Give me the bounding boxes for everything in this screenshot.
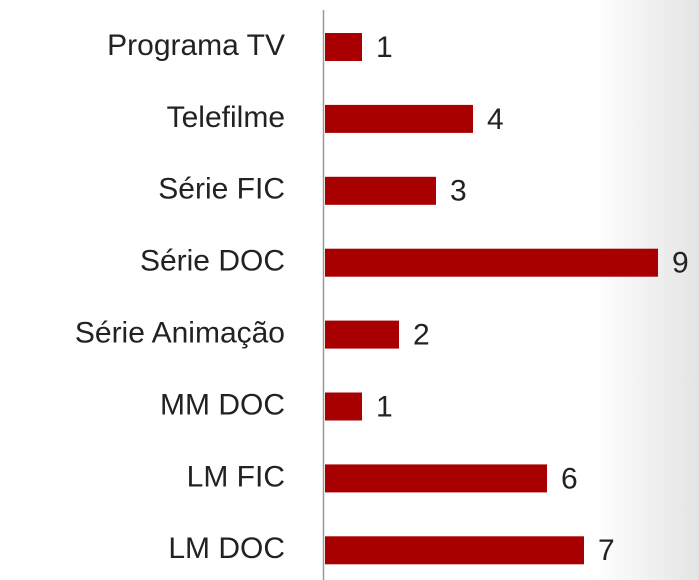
- y-tick-label: Série DOC: [140, 245, 285, 278]
- value-label: 1: [376, 31, 393, 64]
- value-label: 9: [672, 247, 689, 280]
- value-label: 3: [450, 175, 467, 208]
- bar: [325, 33, 362, 61]
- bar: [325, 104, 473, 133]
- value-label: 6: [561, 462, 578, 495]
- bar: [325, 320, 399, 349]
- y-tick-label: Série Animação: [75, 317, 285, 350]
- value-label: 2: [413, 319, 430, 352]
- value-label: 7: [598, 534, 615, 567]
- bar: [325, 248, 658, 277]
- y-tick-label: Programa TV: [107, 29, 285, 62]
- y-tick-label: MM DOC: [160, 388, 285, 421]
- bar: [325, 464, 547, 493]
- bar: [325, 536, 584, 565]
- bar: [325, 176, 436, 205]
- value-label: 4: [487, 103, 504, 136]
- bar: [325, 392, 362, 421]
- y-tick-label: Telefilme: [167, 101, 285, 134]
- y-tick-label: Série FIC: [158, 173, 285, 206]
- y-tick-label: LM FIC: [187, 460, 285, 493]
- y-tick-label: LM DOC: [168, 532, 285, 565]
- value-label: 1: [376, 390, 393, 423]
